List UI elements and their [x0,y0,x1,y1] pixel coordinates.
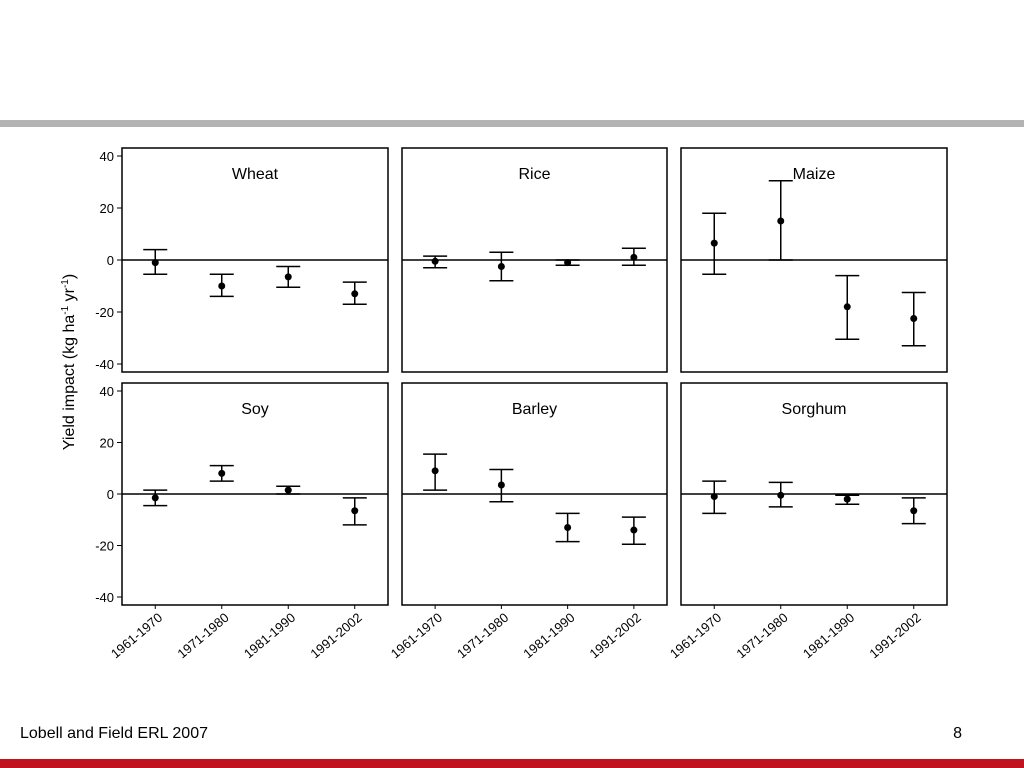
y-tick-label: 0 [107,253,114,268]
panel-title-wheat: Wheat [232,166,279,183]
x-tick-label: 1971-1980 [454,610,511,661]
panels: Wheat 40 20 0 -20 -40 Rice Maize Soy 40 20 0 -20 -40 1… [95,147,948,661]
data-point-barley-2 [564,523,572,531]
x-tick-label: 1971-1980 [733,610,790,661]
x-tick-label: 1981-1990 [520,610,577,661]
data-point-soy-0 [151,494,159,502]
x-tick-label: 1961-1970 [388,610,445,661]
bottom-rule [0,759,1024,768]
data-point-sorghum-3 [910,507,918,515]
y-tick-label: 40 [100,384,114,399]
data-point-rice-3 [630,253,638,261]
data-point-sorghum-2 [843,495,851,503]
panel-title-rice: Rice [518,166,550,183]
y-axis-label-mid: yr [61,287,78,305]
y-axis-label-exp2: -1 [60,279,71,288]
data-point-barley-1 [497,481,505,489]
data-point-maize-2 [843,303,851,311]
yield-impact-figure: Yield impact (kg ha-1 yr-1) Wheat40200-2… [60,147,948,661]
x-tick-label: 1991-2002 [587,610,644,661]
x-tick-label: 1991-2002 [866,610,923,661]
data-point-soy-3 [351,507,359,515]
y-tick-label: -40 [95,590,114,605]
data-point-maize-0 [710,239,718,247]
y-axis-label-exp1: -1 [60,305,71,314]
data-point-soy-1 [218,469,226,477]
x-tick-label: 1961-1970 [667,610,724,661]
panel-title-sorghum: Sorghum [782,401,847,418]
data-point-rice-1 [497,263,505,270]
panel-title-soy: Soy [241,401,269,418]
x-tick-label: 1971-1980 [174,610,231,661]
data-point-rice-0 [431,257,439,265]
y-tick-label: -20 [95,305,114,320]
data-point-soy-2 [284,486,292,494]
data-point-barley-0 [431,467,439,475]
footer-citation: Lobell and Field ERL 2007 [20,725,208,742]
y-tick-label: 0 [107,487,114,502]
top-rule [0,120,1024,127]
y-tick-label: 20 [100,436,114,451]
y-tick-label: -20 [95,539,114,554]
data-point-barley-3 [630,526,638,534]
x-tick-label: 1981-1990 [800,610,857,661]
data-point-wheat-3 [351,290,359,298]
y-axis-label-base: Yield impact (kg ha [61,315,78,451]
x-tick-label: 1961-1970 [108,610,165,661]
y-tick-label: -40 [95,357,114,372]
data-point-wheat-2 [284,273,292,281]
data-point-wheat-0 [151,259,159,267]
y-axis-label: Yield impact (kg ha-1 yr-1) [60,274,78,450]
data-point-sorghum-0 [710,493,718,501]
data-point-rice-2 [564,259,572,267]
panel-title-maize: Maize [793,166,836,183]
data-point-maize-1 [777,217,785,225]
data-point-sorghum-1 [777,491,785,499]
y-axis-label-close: ) [61,274,78,279]
y-tick-label: 20 [100,201,114,216]
panel-title-barley: Barley [512,401,557,418]
data-point-wheat-1 [218,282,226,290]
data-point-maize-3 [910,315,918,322]
x-tick-label: 1981-1990 [241,610,298,661]
y-tick-label: 40 [100,149,114,164]
page-number: 8 [953,725,962,742]
x-tick-label: 1991-2002 [307,610,364,661]
